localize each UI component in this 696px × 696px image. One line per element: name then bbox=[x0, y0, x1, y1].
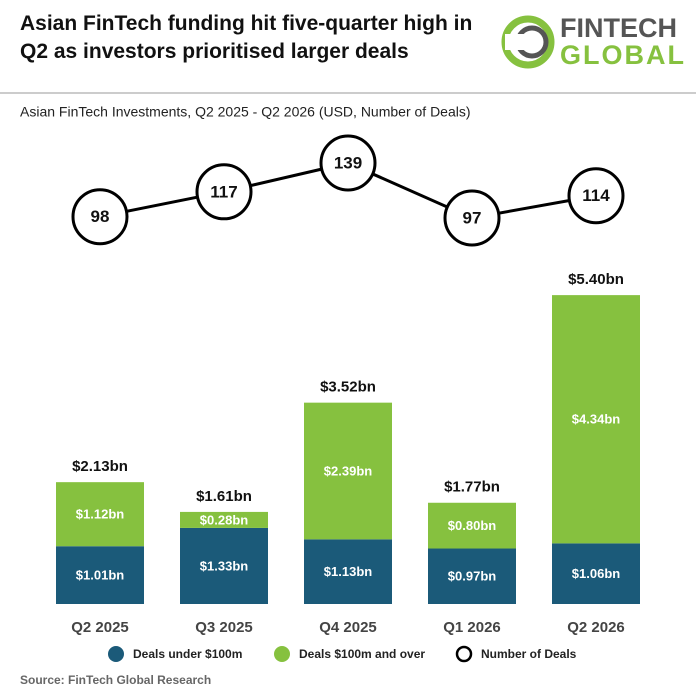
value-label: $0.28bn bbox=[200, 512, 248, 527]
deals-label: 117 bbox=[210, 182, 237, 201]
total-label: $3.52bn bbox=[320, 379, 376, 396]
x-tick-label: Q2 2025 bbox=[71, 619, 129, 636]
value-label: $0.80bn bbox=[448, 518, 496, 533]
logo-text: FINTECH bbox=[560, 13, 677, 43]
source: Source: FinTech Global Research bbox=[20, 673, 211, 687]
value-label: $1.12bn bbox=[76, 507, 124, 522]
deals-marker bbox=[319, 134, 377, 192]
bar-segment bbox=[552, 543, 640, 604]
value-label: $1.33bn bbox=[200, 558, 248, 573]
deals-marker bbox=[567, 167, 625, 225]
deals-label: 98 bbox=[91, 207, 110, 226]
legend-label: Deals $100m and over bbox=[299, 647, 425, 661]
x-tick-label: Q4 2025 bbox=[319, 619, 377, 636]
legend-marker bbox=[274, 646, 290, 662]
legend-marker bbox=[108, 646, 124, 662]
bar-segment bbox=[552, 295, 640, 544]
x-tick-label: Q2 2026 bbox=[567, 619, 625, 636]
deals-label: 97 bbox=[463, 208, 482, 227]
deals-marker bbox=[71, 188, 129, 246]
value-label: $1.06bn bbox=[572, 566, 620, 581]
bar-segment bbox=[180, 527, 268, 604]
total-label: $5.40bn bbox=[568, 271, 624, 288]
bar-segment bbox=[56, 546, 144, 604]
bar-segment bbox=[304, 402, 392, 540]
deals-label: 114 bbox=[582, 186, 610, 205]
logo-icon bbox=[501, 15, 555, 69]
bar-segment bbox=[428, 548, 516, 604]
value-label: $4.34bn bbox=[572, 412, 620, 427]
x-tick-label: Q3 2025 bbox=[195, 619, 253, 636]
deals-marker bbox=[443, 189, 501, 247]
x-tick-label: Q1 2026 bbox=[443, 619, 501, 636]
total-label: $1.61bn bbox=[196, 488, 252, 505]
bar-segment bbox=[304, 539, 392, 604]
legend-label: Number of Deals bbox=[481, 647, 577, 661]
bar-segment bbox=[428, 502, 516, 549]
value-label: $2.39bn bbox=[324, 463, 372, 478]
value-label: $0.97bn bbox=[448, 569, 496, 584]
logo-text: GLOBAL bbox=[560, 40, 686, 70]
value-label: $1.01bn bbox=[76, 568, 124, 583]
deals-label: 139 bbox=[334, 153, 362, 172]
chart-title: Asian FinTech funding hit five-quarter h… bbox=[20, 12, 473, 63]
total-label: $2.13bn bbox=[72, 458, 128, 475]
bar-segment bbox=[180, 511, 268, 528]
total-label: $1.77bn bbox=[444, 479, 500, 496]
value-label: $1.13bn bbox=[324, 564, 372, 579]
deals-marker bbox=[195, 163, 253, 221]
legend-label: Deals under $100m bbox=[133, 647, 242, 661]
legend-marker bbox=[455, 645, 473, 663]
bar-segment bbox=[56, 482, 144, 547]
subtitle: Asian FinTech Investments, Q2 2025 - Q2 … bbox=[20, 104, 471, 120]
